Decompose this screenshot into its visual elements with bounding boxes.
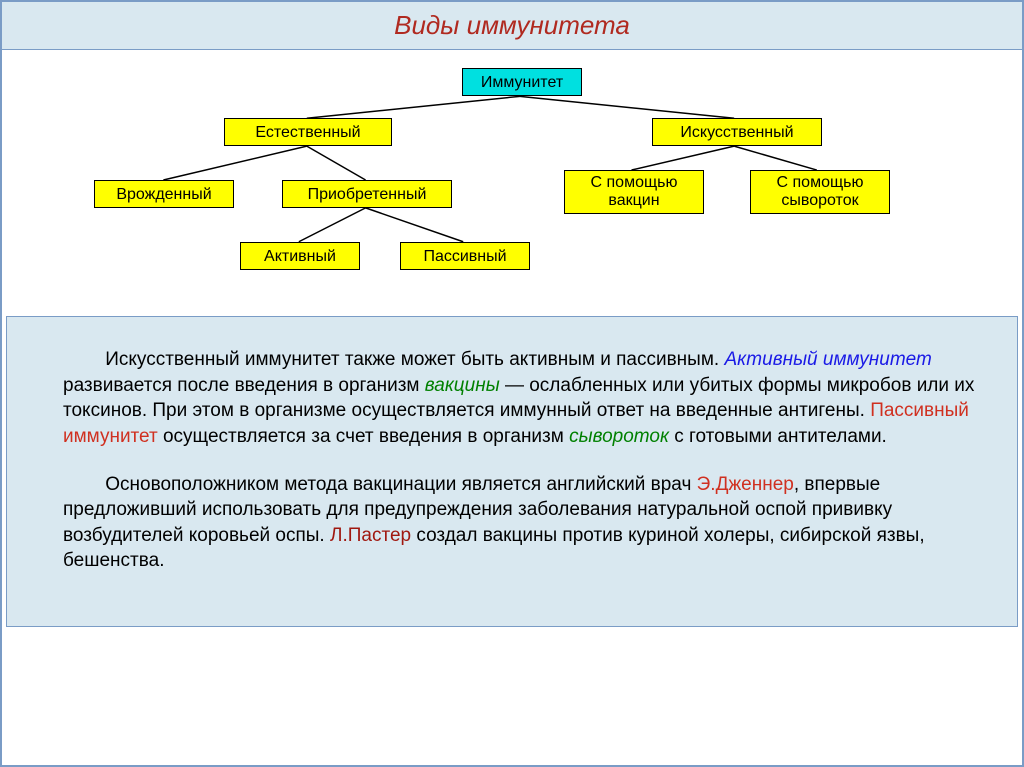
node-vaccine: С помощью вакцин — [564, 170, 704, 214]
p1-s1: Искусственный иммунитет также может быть… — [105, 349, 724, 370]
p1-s9: с готовыми антителами. — [669, 426, 887, 447]
node-passive: Пассивный — [400, 242, 530, 270]
p2-indent — [63, 474, 105, 495]
node-artificial: Искусственный — [652, 118, 822, 146]
node-acquired: Приобретенный — [282, 180, 452, 208]
p1-vaccine: вакцины — [425, 375, 500, 396]
paragraph-1: Искусственный иммунитет также может быть… — [63, 347, 981, 450]
p2-pasteur: Л.Пастер — [330, 525, 411, 546]
diagram-area: Иммунитет Естественный Искусственный Врожде… — [2, 50, 1022, 310]
p2-jenner: Э.Дженнер — [697, 474, 794, 495]
p1-active-immunity: Активный иммунитет — [724, 349, 931, 370]
title-bar: Виды иммунитета — [2, 2, 1022, 50]
node-natural: Естественный — [224, 118, 392, 146]
slide-title: Виды иммунитета — [394, 10, 630, 40]
text-block: Искусственный иммунитет также может быть… — [6, 316, 1018, 627]
node-active: Активный — [240, 242, 360, 270]
node-innate: Врожденный — [94, 180, 234, 208]
node-root: Иммунитет — [462, 68, 582, 96]
p1-indent — [63, 349, 105, 370]
p1-s3: развивается после введения в организм — [63, 375, 425, 396]
node-serum: С помощью сывороток — [750, 170, 890, 214]
p1-serum: сывороток — [569, 426, 669, 447]
p2-s1: Основоположником метода вакцинации являе… — [105, 474, 696, 495]
paragraph-2: Основоположником метода вакцинации являе… — [63, 472, 981, 575]
slide-frame: Виды иммунитета Иммунитет Естественный Иск… — [0, 0, 1024, 767]
p1-s7: осуществляется за счет введения в органи… — [158, 426, 569, 447]
